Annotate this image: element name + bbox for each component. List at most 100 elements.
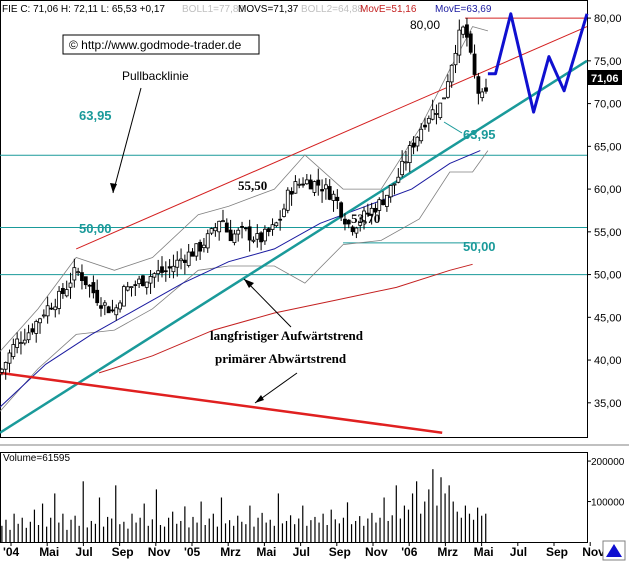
candle-body <box>354 227 359 234</box>
candle-body <box>41 314 46 317</box>
time-tick-label: Nov <box>148 545 171 559</box>
time-tick-label: '04 <box>3 545 20 559</box>
candle-body <box>236 229 241 235</box>
candle-body <box>34 321 39 334</box>
volume-label: Volume=61595 <box>3 453 70 464</box>
candle-body <box>247 226 252 241</box>
candle-body <box>83 276 88 286</box>
candle-body <box>255 233 260 240</box>
time-tick-label: Sep <box>329 545 351 559</box>
candle-body <box>480 91 485 99</box>
price-tick-label: 80,00 <box>594 13 622 25</box>
candle-body <box>320 189 324 192</box>
candle-body <box>323 184 328 190</box>
candle-body <box>175 259 180 268</box>
candle-body <box>350 226 355 233</box>
candle-body <box>301 183 305 186</box>
candle-body <box>415 136 420 147</box>
current-price-tag <box>588 70 622 85</box>
header-move-blue: MovE=63,69 <box>435 4 492 15</box>
candle-body <box>453 52 458 66</box>
candle-body <box>45 305 50 317</box>
price-tick-label: 40,00 <box>594 355 622 367</box>
candle-body <box>3 362 8 370</box>
candle-body <box>49 307 54 310</box>
header-move-red: MovE=51,16 <box>360 4 417 15</box>
time-tick-label: Mrz <box>437 545 458 559</box>
candle-body <box>442 97 446 100</box>
candle-body <box>60 288 65 294</box>
candle-body <box>102 302 107 306</box>
header-symbol: FIE C: 71,06 H: 72,11 L: 65,53 +0,17 <box>2 4 165 15</box>
bollinger-upper <box>0 26 489 352</box>
candle-body <box>343 218 347 225</box>
level-5550-label: 55,50 <box>238 178 267 193</box>
price-tick-label: 35,00 <box>594 398 622 410</box>
candle-body <box>80 272 84 282</box>
current-price-value: 71,06 <box>591 73 619 85</box>
candle-body <box>243 227 248 230</box>
candle-body <box>0 368 4 373</box>
level-5000-left: 50,00 <box>79 221 112 236</box>
pullback-trendline <box>76 26 588 250</box>
candle-body <box>148 276 153 284</box>
candle-body <box>484 87 488 92</box>
level-6395-left: 63,95 <box>79 108 112 123</box>
candle-body <box>182 259 187 263</box>
candle-body <box>407 145 412 164</box>
time-tick-label: Nov <box>582 545 605 559</box>
copyright-box <box>62 34 260 55</box>
candle-body <box>308 179 313 190</box>
candle-body <box>22 339 27 344</box>
candle-body <box>163 270 168 273</box>
candle-body <box>224 222 229 233</box>
candle-body <box>95 289 100 304</box>
price-tick-label: 50,00 <box>594 270 622 282</box>
projection-path <box>487 12 589 114</box>
time-tick-label: Sep <box>112 545 134 559</box>
time-tick-label: Mrz <box>220 545 241 559</box>
copyright-text: © http://www.godmode-trader.de <box>69 38 242 52</box>
candle-body <box>114 307 119 316</box>
candle-body <box>297 183 302 186</box>
scroll-right-icon[interactable] <box>602 540 626 561</box>
moving-average-blue <box>0 150 481 408</box>
header-boll2: BOLL2=64,88 <box>301 4 363 15</box>
level-5370-label: 53,70 <box>351 211 380 226</box>
candle-body <box>240 226 244 228</box>
time-tick-label: Jul <box>510 545 527 559</box>
candle-body <box>270 224 275 230</box>
bollinger-lower <box>0 150 489 412</box>
candle-body <box>365 212 370 215</box>
candle-body <box>476 76 481 94</box>
candle-body <box>251 239 256 242</box>
candle-body <box>186 251 191 266</box>
candle-body <box>419 128 424 142</box>
price-tick-label: 55,00 <box>594 227 622 239</box>
candle-body <box>53 306 58 311</box>
candle-body <box>152 273 157 278</box>
time-tick-label: Mai <box>256 545 276 559</box>
candle-body <box>205 233 210 249</box>
candle-body <box>445 81 450 98</box>
candle-body <box>457 29 462 56</box>
candle-body <box>141 275 145 287</box>
candle-body <box>396 176 401 183</box>
time-tick-label: Sep <box>546 545 568 559</box>
candle-body <box>156 270 161 275</box>
candle-body <box>209 228 214 234</box>
candle-body <box>278 218 283 221</box>
candle-body <box>15 338 20 348</box>
time-tick-label: Mai <box>39 545 59 559</box>
candle-body <box>99 305 103 309</box>
moving-average-red <box>98 263 473 374</box>
candle-body <box>133 284 138 286</box>
price-tick-label: 75,00 <box>594 56 622 68</box>
candle-body <box>118 302 122 310</box>
price-tick-label: 70,00 <box>594 99 622 111</box>
candle-body <box>144 281 149 288</box>
candle-body <box>335 196 340 201</box>
price-panel <box>0 12 589 434</box>
candle-body <box>411 142 416 148</box>
